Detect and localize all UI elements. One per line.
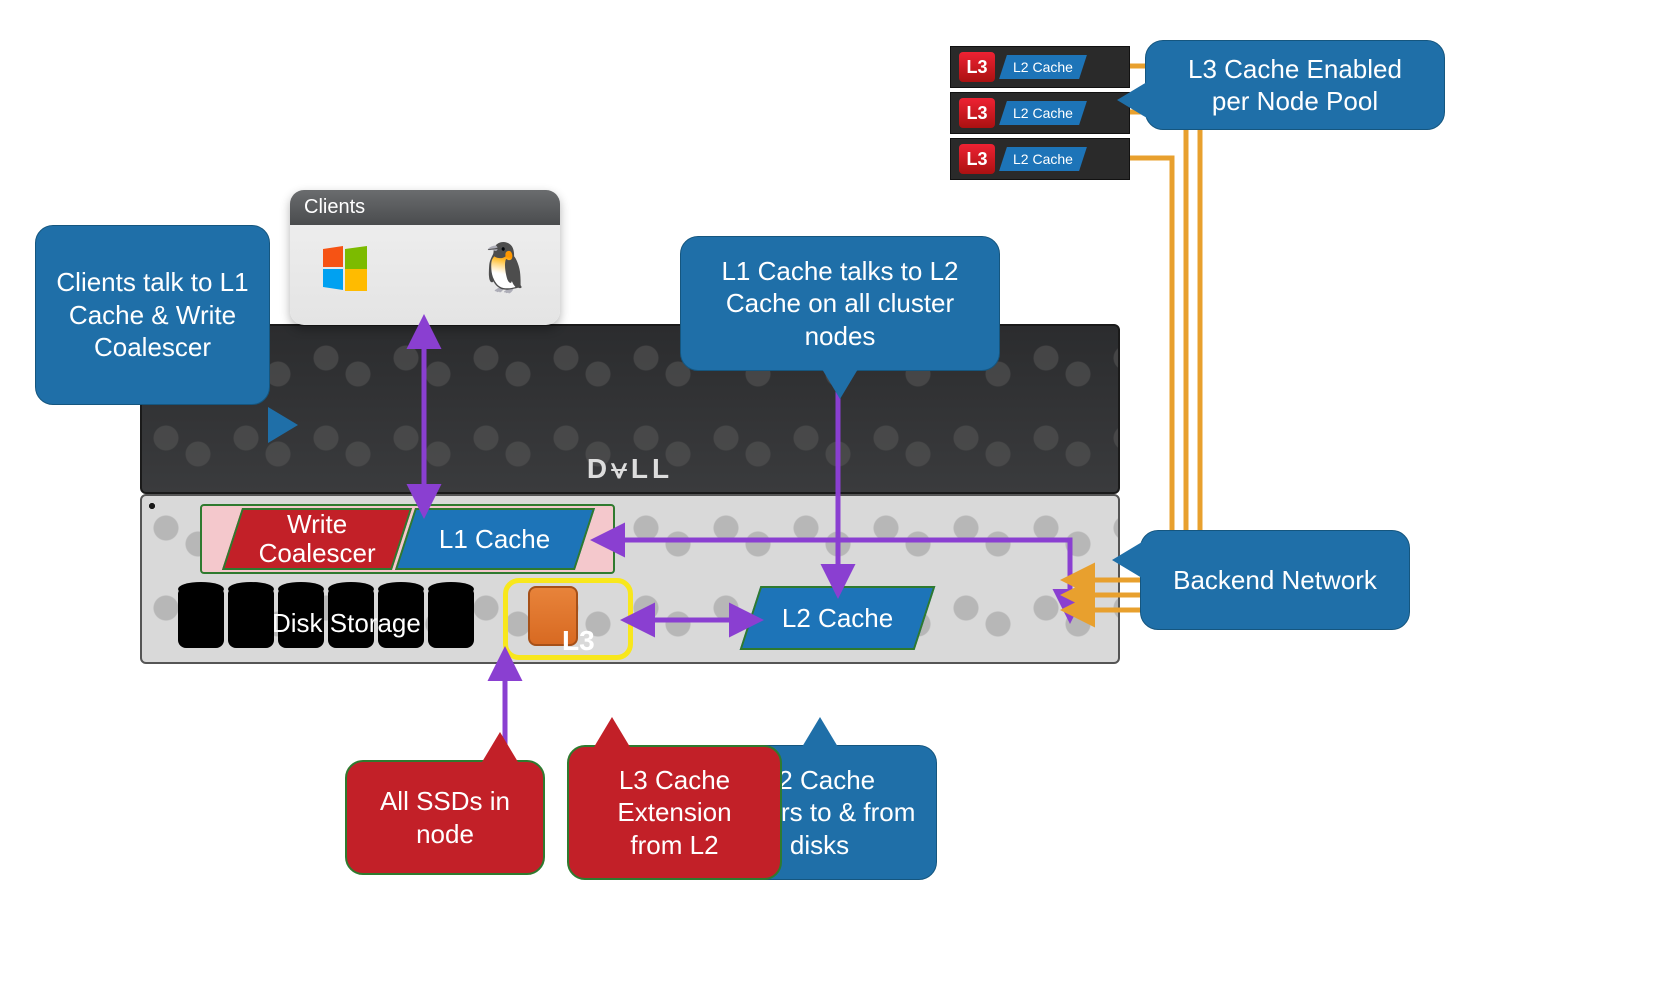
clients-header: Clients	[290, 190, 560, 225]
diagram-canvas: D⩝LL Clients 🐧 Write Coalescer L1 Cache …	[0, 0, 1662, 990]
vendor-label: D⩝LL	[587, 453, 673, 486]
disk-icon	[178, 588, 224, 648]
callout-tail	[1117, 82, 1147, 118]
node-pool-stack: L3L2 CacheL3L2 CacheL3L2 Cache	[950, 46, 1130, 184]
callout-clients_talk: Clients talk to L1 Cache & Write Coalesc…	[35, 225, 270, 405]
l2-cache-block: L2 Cache	[740, 586, 936, 650]
l2-cache-label: L2 Cache	[782, 604, 893, 633]
callout-tail	[268, 407, 298, 443]
disk-icon	[428, 588, 474, 648]
l1-cache-block: L1 Cache	[395, 508, 595, 570]
callout-l3_ext: L3 Cache Extension from L2	[567, 745, 782, 880]
node-row: L3L2 Cache	[950, 92, 1130, 134]
callout-tail	[822, 369, 858, 399]
node-l3-badge: L3	[959, 52, 995, 82]
write-coalescer-label: Write Coalescer	[234, 510, 400, 567]
disk-storage-label: Disk Storage	[272, 608, 421, 639]
node-row: L3L2 Cache	[950, 138, 1130, 180]
clients-body: 🐧	[290, 225, 560, 315]
callout-tail	[594, 717, 630, 747]
node-l2-badge: L2 Cache	[999, 101, 1087, 125]
callout-l1_talks_l2: L1 Cache talks to L2 Cache on all cluste…	[680, 236, 1000, 371]
node-row: L3L2 Cache	[950, 46, 1130, 88]
l1-cache-label: L1 Cache	[439, 525, 550, 554]
disk-icon	[228, 588, 274, 648]
apple-icon	[395, 237, 455, 297]
windows-icon	[315, 237, 375, 297]
callout-l3_enabled: L3 Cache Enabled per Node Pool	[1145, 40, 1445, 130]
l3-label: L3	[562, 625, 595, 657]
clients-panel: Clients 🐧	[290, 190, 560, 325]
node-l2-badge: L2 Cache	[999, 147, 1087, 171]
node-l2-badge: L2 Cache	[999, 55, 1087, 79]
callout-tail	[482, 732, 518, 762]
callout-all_ssds: All SSDs in node	[345, 760, 545, 875]
write-coalescer-block: Write Coalescer	[222, 508, 412, 570]
callout-tail	[802, 717, 838, 747]
callout-tail	[1112, 542, 1142, 578]
callout-backend_net: Backend Network	[1140, 530, 1410, 630]
linux-icon: 🐧	[475, 237, 535, 297]
node-l3-badge: L3	[959, 98, 995, 128]
node-l3-badge: L3	[959, 144, 995, 174]
